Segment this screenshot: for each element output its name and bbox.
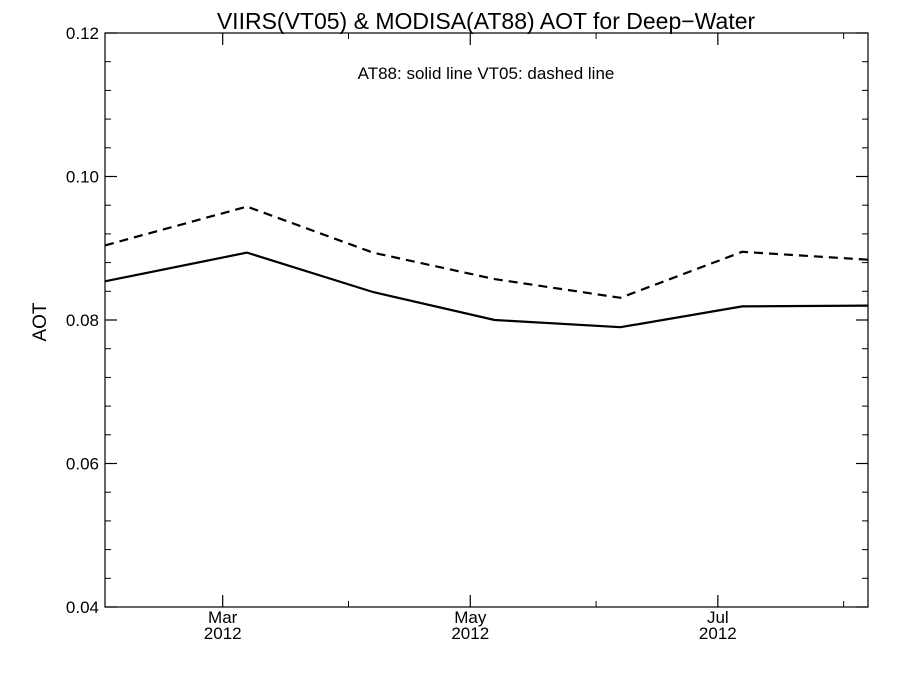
tick-labels: 0.040.060.080.100.12Mar2012May2012Jul201… (66, 24, 737, 643)
x-tick-label-year: 2012 (699, 624, 737, 643)
x-tick-label-month: Jul (707, 608, 729, 627)
y-tick-label: 0.10 (66, 168, 99, 187)
y-tick-label: 0.04 (66, 598, 99, 617)
x-tick-label-month: Mar (208, 608, 238, 627)
x-tick-label-month: May (454, 608, 487, 627)
solid-series-line (104, 251, 869, 329)
y-tick-label: 0.08 (66, 311, 99, 330)
plot-frame (104, 32, 869, 608)
y-axis-label: AOT (30, 302, 51, 341)
chart-title: VIIRS(VT05) & MODISA(AT88) AOT for Deep−… (217, 8, 756, 34)
y-tick-label: 0.12 (66, 24, 99, 43)
series-layer (104, 205, 869, 329)
x-tick-label-year: 2012 (204, 624, 242, 643)
x-tick-label-year: 2012 (451, 624, 489, 643)
dashed-series-line (104, 205, 869, 299)
chart-annotation: AT88: solid line VT05: dashed line (358, 64, 615, 83)
y-tick-label: 0.06 (66, 455, 99, 474)
axis-ticks (104, 32, 868, 608)
